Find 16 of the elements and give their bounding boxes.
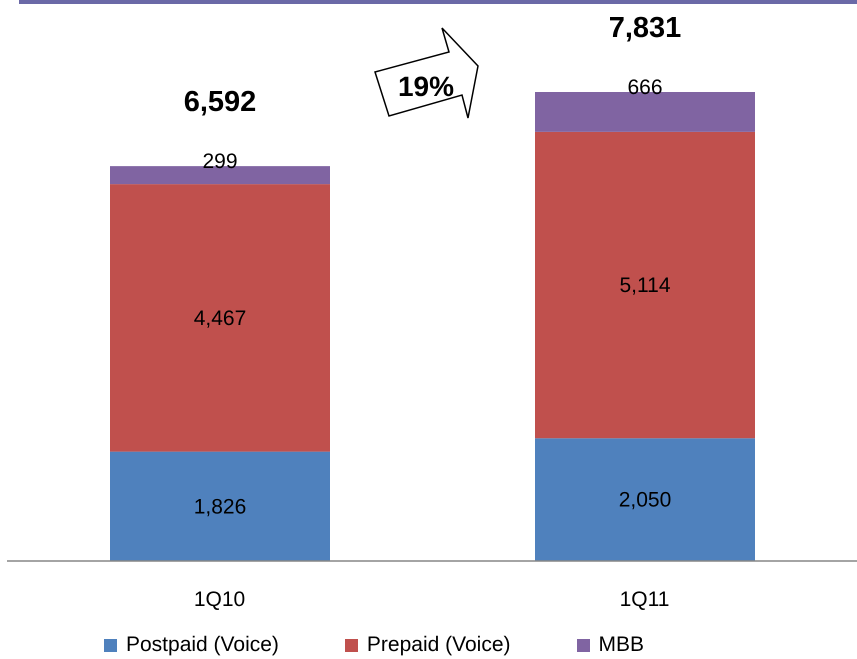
- legend-label: Postpaid (Voice): [126, 633, 279, 657]
- legend-label: Prepaid (Voice): [366, 633, 510, 657]
- bar: [535, 438, 755, 561]
- bar: [110, 452, 330, 561]
- annotation: 19%: [398, 71, 454, 102]
- data-label: 2,050: [618, 488, 672, 512]
- x-tick-label: 1Q10: [194, 588, 246, 611]
- x-tick-label: 1Q11: [620, 588, 670, 611]
- bar: [535, 132, 755, 438]
- data-label: 4,467: [194, 306, 246, 330]
- data-label: 1,826: [194, 494, 246, 518]
- legend-label: MBB: [598, 633, 644, 657]
- total-label: 6,592: [184, 86, 256, 118]
- bar: [110, 184, 330, 452]
- data-label: 5,114: [620, 274, 671, 297]
- total-label: 7,831: [608, 12, 682, 44]
